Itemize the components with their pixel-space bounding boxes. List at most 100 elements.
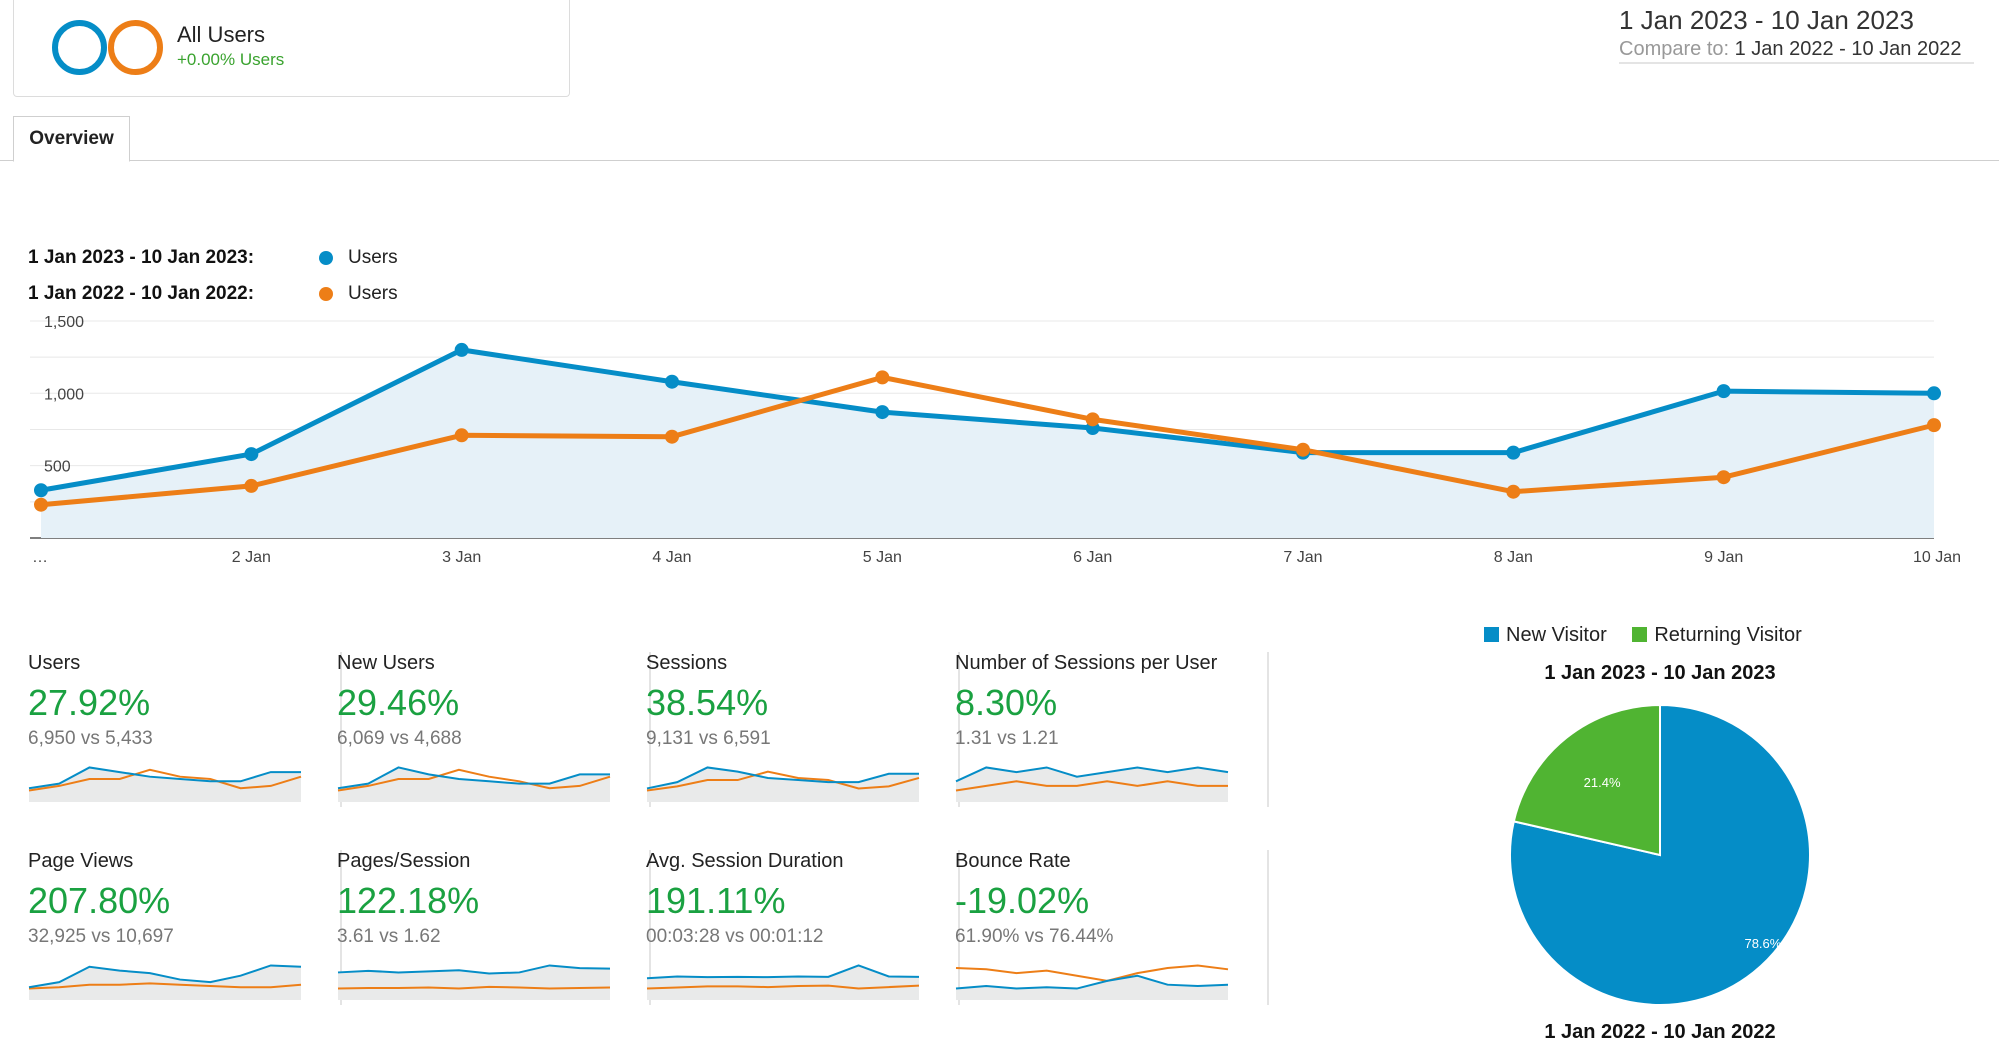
users-line-chart[interactable]: 500 1,000 1,500 … 2 Jan 3 Jan 4 Jan 5 Jan 6 Jan 7… — [0, 300, 1999, 580]
metric-tile[interactable]: Bounce Rate -19.02% 61.90% vs 76.44% — [955, 850, 1269, 1010]
sparkline-area — [647, 965, 919, 1000]
sparkline-compare — [28, 768, 302, 792]
compare-label: Compare to: — [1619, 38, 1730, 60]
metric-label: Users — [28, 652, 81, 674]
metric-change: 191.11% — [646, 880, 786, 921]
data-point-current — [1506, 445, 1521, 460]
sparkline-area — [338, 965, 610, 1000]
date-range-selector[interactable]: 1 Jan 2023 - 10 Jan 2023 Compare to: 1 J… — [1619, 4, 1974, 64]
data-point-current — [244, 447, 259, 462]
metric-change: 207.80% — [28, 880, 171, 921]
metric-tile[interactable]: Avg. Session Duration 191.11% 00:03:28 vs … — [646, 850, 960, 1010]
metric-tile[interactable]: New Users 29.46% 6,069 vs 4,688 — [337, 652, 651, 812]
x-tick-label: 2 Jan — [232, 549, 271, 566]
metric-change: -19.02% — [955, 880, 1090, 921]
metric-tile[interactable]: Pages/Session 122.18% 3.61 vs 1.62 — [337, 850, 651, 1010]
data-point-current — [875, 405, 890, 420]
sparkline-area — [338, 767, 610, 802]
sparkline-current — [28, 766, 301, 790]
data-point-current — [665, 374, 679, 389]
metric-tile[interactable]: Sessions 38.54% 9,131 vs 6,591 — [646, 652, 960, 812]
x-tick-label: 9 Jan — [1704, 549, 1743, 566]
x-tick-label: … — [32, 549, 48, 566]
pie-legend-label: New Visitor — [1506, 624, 1607, 646]
sparkline-area — [29, 767, 301, 802]
metric-sparkline — [955, 964, 1229, 1000]
y-tick-label: 1,000 — [44, 386, 84, 403]
metric-sparkline — [337, 964, 611, 1000]
x-tick-label: 5 Jan — [863, 549, 902, 566]
metric-tile[interactable]: Page Views 207.80% 32,925 vs 10,697 — [28, 850, 342, 1010]
tile-divider — [958, 652, 960, 807]
metric-compare: 00:03:28 vs 00:01:12 — [646, 926, 824, 947]
metric-change: 29.46% — [337, 682, 460, 723]
sparkline-current — [955, 974, 1229, 990]
current-series-area — [41, 349, 1934, 538]
metric-sparkline — [646, 964, 920, 1000]
metric-label: Bounce Rate — [955, 850, 1071, 872]
data-point-compare — [875, 370, 890, 385]
metric-label: Sessions — [646, 652, 728, 674]
metric-label: Avg. Session Duration — [646, 850, 844, 872]
metric-compare: 61.90% vs 76.44% — [955, 926, 1114, 947]
metric-change: 122.18% — [337, 880, 480, 921]
x-tick-label: 6 Jan — [1073, 549, 1112, 566]
tile-divider — [1267, 652, 1269, 807]
sparkline-current — [955, 766, 1229, 783]
metric-tile[interactable]: Users 27.92% 6,950 vs 5,433 — [28, 652, 342, 812]
sparkline-current — [337, 964, 611, 975]
tab-bar-divider — [0, 160, 1999, 161]
data-point-compare — [1085, 412, 1100, 427]
segment-card[interactable]: All Users +0.00% Users — [13, 0, 570, 97]
legend-range: 1 Jan 2023 - 10 Jan 2023: — [28, 247, 255, 268]
data-point-compare — [1716, 470, 1731, 485]
sparkline-compare — [337, 768, 611, 792]
data-point-compare — [34, 497, 48, 512]
legend-range: 1 Jan 2022 - 10 Jan 2022: — [28, 283, 255, 304]
metric-compare: 6,069 vs 4,688 — [337, 728, 462, 749]
tile-divider — [958, 850, 960, 1005]
data-point-current — [1927, 386, 1941, 401]
date-range-compare: Compare to: 1 Jan 2022 - 10 Jan 2022 — [1619, 36, 1974, 62]
tab-overview[interactable]: Overview — [13, 116, 130, 162]
metric-tile[interactable]: Number of Sessions per User 8.30% 1.31 vs … — [955, 652, 1269, 812]
sparkline-area — [956, 767, 1228, 802]
series-line-compare — [40, 374, 1935, 508]
segment-change: +0.00% Users — [177, 50, 285, 69]
sparkline-compare — [337, 985, 611, 990]
sparkline-area — [647, 767, 919, 802]
series-line-current — [40, 347, 1935, 493]
sparkline-current — [337, 766, 610, 790]
sparkline-compare — [646, 770, 920, 792]
legend-metric[interactable]: Users — [348, 247, 398, 268]
date-range-current: 1 Jan 2023 - 10 Jan 2023 — [1619, 5, 1914, 35]
pie-slice-label: 21.4% — [1584, 775, 1621, 790]
sparkline-compare — [28, 982, 302, 990]
x-tick-label: 8 Jan — [1494, 549, 1533, 566]
legend-dot-orange-icon — [319, 287, 333, 301]
y-tick-label: 1,500 — [44, 314, 84, 331]
x-tick-label: 4 Jan — [652, 549, 691, 566]
metric-sparkline — [955, 766, 1229, 802]
x-tick-label: 10 Jan — [1913, 549, 1961, 566]
data-point-compare — [454, 428, 469, 443]
x-tick-label: 3 Jan — [442, 549, 481, 566]
sparkline-area — [29, 965, 301, 1000]
y-tick-label: 500 — [44, 459, 71, 476]
metric-label: Page Views — [28, 850, 134, 872]
legend-metric[interactable]: Users — [348, 283, 398, 304]
sparkline-current — [646, 766, 919, 790]
pie-second-title: 1 Jan 2022 - 10 Jan 2022 — [1544, 1021, 1776, 1043]
sparkline-current — [646, 964, 920, 980]
pie-legend-returning: Returning Visitor — [1632, 622, 1802, 648]
sparkline-area — [956, 975, 1228, 1000]
visitor-pie-chart[interactable]: 78.6% 21.4% — [1505, 700, 1815, 1010]
legend-dot-blue-icon — [319, 251, 333, 265]
pie-legend-new: New Visitor — [1484, 622, 1607, 648]
sparkline-current — [28, 964, 302, 989]
metric-compare: 3.61 vs 1.62 — [337, 926, 441, 947]
tile-divider — [1267, 850, 1269, 1005]
metric-sparkline — [646, 766, 920, 802]
metric-compare: 9,131 vs 6,591 — [646, 728, 771, 749]
metric-label: Pages/Session — [337, 850, 471, 872]
